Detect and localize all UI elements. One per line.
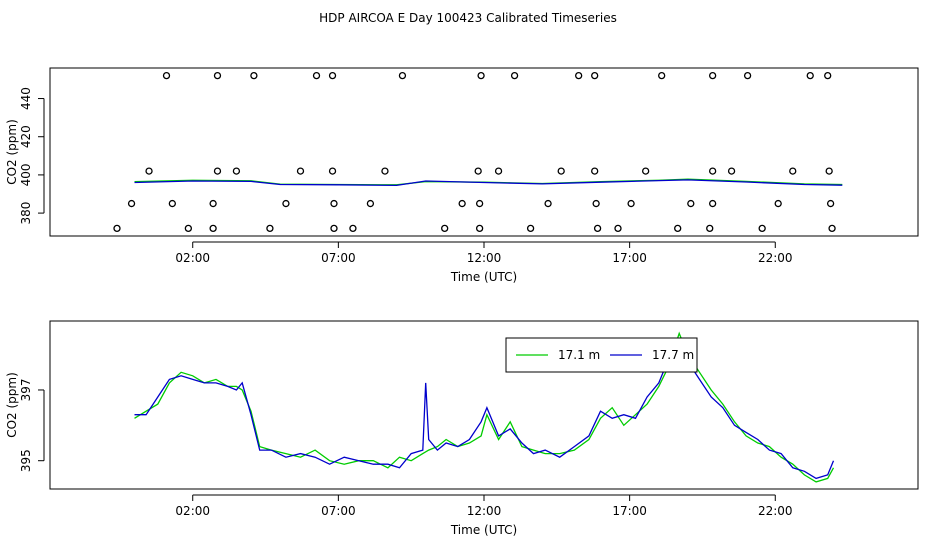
- data-point: [674, 224, 682, 233]
- plot-frame: [49, 320, 919, 490]
- data-point: [709, 71, 717, 80]
- data-point: [349, 224, 357, 233]
- x-tick-label: 12:00: [467, 504, 502, 518]
- y-tick-label: 380: [19, 202, 33, 225]
- data-point: [441, 224, 449, 233]
- data-point: [213, 71, 222, 80]
- data-point: [296, 167, 305, 175]
- x-tick-label: 12:00: [467, 251, 502, 265]
- data-point: [706, 224, 714, 233]
- data-point: [727, 167, 736, 175]
- data-point: [475, 224, 484, 233]
- x-tick-label: 02:00: [175, 251, 210, 265]
- data-point: [758, 224, 766, 233]
- data-point: [642, 167, 650, 175]
- data-point: [127, 199, 136, 208]
- y-tick-label: 400: [19, 163, 33, 186]
- data-point: [282, 199, 290, 208]
- data-point: [366, 199, 375, 208]
- data-point: [398, 71, 407, 80]
- data-point: [213, 167, 222, 175]
- x-axis-label: Time (UTC): [450, 270, 517, 284]
- data-point: [789, 167, 797, 175]
- x-tick-label: 17:00: [612, 251, 647, 265]
- data-point: [458, 199, 466, 208]
- y-tick-label: 397: [19, 379, 33, 402]
- data-point: [557, 167, 565, 175]
- series-line-17-7-m: [134, 338, 835, 480]
- data-point: [168, 199, 176, 208]
- x-tick-label: 07:00: [321, 504, 356, 518]
- data-point: [266, 224, 274, 233]
- y-tick-label: 395: [19, 449, 33, 472]
- series-line-17-1-m: [134, 331, 835, 483]
- data-point: [709, 167, 717, 175]
- data-point: [824, 71, 832, 80]
- data-point: [591, 167, 599, 175]
- data-point: [330, 199, 338, 208]
- plot-frame: [49, 67, 919, 237]
- y-axis-label: CO2 (ppm): [5, 119, 19, 185]
- bottom-panel: 02:00 07:00 12:00 17:00 22:00 Time (UTC) 395 39…: [5, 320, 919, 537]
- data-point: [162, 71, 171, 80]
- x-tick-label: 22:00: [758, 504, 793, 518]
- data-point: [184, 224, 193, 233]
- legend-label: 17.1 m: [558, 348, 600, 362]
- data-point: [806, 71, 814, 80]
- y-tick-label: 440: [19, 87, 33, 110]
- data-point: [209, 199, 217, 208]
- data-point: [709, 199, 717, 208]
- y-axis-label: CO2 (ppm): [5, 372, 19, 438]
- figure-title: HDP AIRCOA E Day 100423 Calibrated Times…: [319, 11, 617, 25]
- data-point: [687, 199, 695, 208]
- data-point: [330, 224, 338, 233]
- data-point: [232, 167, 241, 175]
- data-point: [544, 199, 552, 208]
- data-point: [591, 71, 599, 80]
- data-point: [250, 71, 258, 80]
- y-tick-label: 420: [19, 125, 33, 148]
- data-point: [826, 199, 835, 208]
- data-point: [658, 71, 666, 80]
- data-point: [825, 167, 833, 175]
- data-point: [774, 199, 782, 208]
- data-point: [592, 199, 600, 208]
- data-point: [328, 71, 337, 80]
- data-point: [743, 71, 752, 80]
- data-point: [575, 71, 583, 80]
- legend-label: 17.7 m: [652, 348, 694, 362]
- x-tick-label: 02:00: [175, 504, 210, 518]
- data-point: [526, 224, 535, 233]
- data-point: [475, 199, 484, 208]
- data-point: [381, 167, 389, 175]
- x-axis-label: Time (UTC): [450, 523, 517, 537]
- data-point: [474, 167, 482, 175]
- legend: 17.1 m 17.7 m: [505, 337, 698, 373]
- data-point: [828, 224, 836, 233]
- top-panel: 02:00 07:00 12:00 17:00 22:00 Time (UTC) 380 40…: [5, 67, 919, 284]
- data-point: [593, 224, 602, 233]
- data-point: [510, 71, 519, 80]
- x-tick-label: 07:00: [321, 251, 356, 265]
- series-line-1: [134, 179, 843, 187]
- data-point: [312, 71, 321, 80]
- data-point: [113, 224, 121, 233]
- x-tick-label: 17:00: [612, 504, 647, 518]
- x-tick-label: 22:00: [758, 251, 793, 265]
- data-point: [627, 199, 635, 208]
- data-point: [209, 224, 217, 233]
- data-point: [614, 224, 622, 233]
- data-point: [328, 167, 337, 175]
- data-point: [145, 167, 153, 175]
- data-point: [477, 71, 485, 80]
- data-point: [494, 167, 503, 175]
